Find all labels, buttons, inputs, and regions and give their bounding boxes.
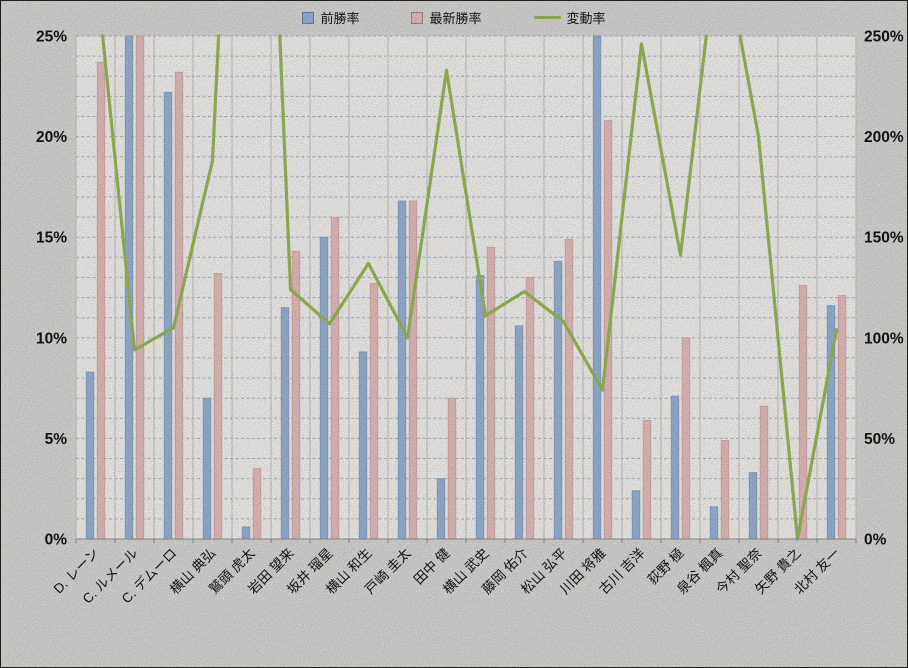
svg-text:0%: 0% — [864, 532, 887, 549]
legend-label-change-rate: 変動率 — [566, 11, 606, 26]
svg-text:25%: 25% — [36, 29, 67, 46]
svg-text:0%: 0% — [45, 532, 68, 549]
svg-text:10%: 10% — [36, 330, 67, 347]
svg-text:250%: 250% — [864, 29, 904, 46]
left-axis-labels: 0% 5% 10% 15% 20% 25% — [36, 29, 67, 549]
chart-legend: 前勝率 最新勝率 変動率 — [1, 8, 907, 27]
svg-text:50%: 50% — [864, 431, 895, 448]
svg-text:20%: 20% — [36, 129, 67, 146]
legend-label-latest-win-rate: 最新勝率 — [429, 11, 482, 26]
legend-swatch-change-rate — [533, 16, 561, 19]
right-axis-labels: 0% 50% 100% 150% 200% 250% — [864, 29, 904, 549]
svg-text:150%: 150% — [864, 230, 904, 247]
legend-item-latest-win-rate[interactable]: 最新勝率 — [411, 8, 482, 27]
svg-text:5%: 5% — [45, 431, 68, 448]
vertical-gridlines — [75, 36, 857, 543]
legend-item-change-rate[interactable]: 変動率 — [533, 8, 606, 27]
legend-label-prev-win-rate: 前勝率 — [320, 11, 360, 26]
svg-text:100%: 100% — [864, 330, 904, 347]
svg-text:15%: 15% — [36, 230, 67, 247]
legend-swatch-latest-win-rate — [411, 11, 424, 24]
legend-item-prev-win-rate[interactable]: 前勝率 — [302, 8, 359, 27]
legend-swatch-prev-win-rate — [302, 11, 315, 24]
svg-text:200%: 200% — [864, 129, 904, 146]
